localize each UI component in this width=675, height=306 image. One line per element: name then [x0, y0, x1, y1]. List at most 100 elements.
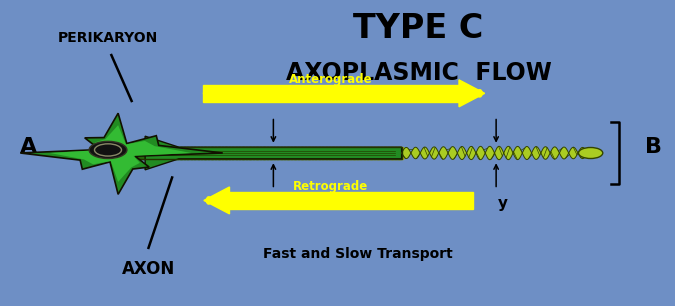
Bar — [125, 147, 130, 159]
Bar — [236, 147, 240, 159]
Bar — [260, 147, 265, 159]
Bar — [360, 147, 365, 159]
Bar — [180, 147, 185, 159]
Text: A: A — [20, 137, 37, 157]
Bar — [332, 147, 338, 159]
Polygon shape — [145, 136, 402, 170]
Bar — [218, 147, 223, 159]
Bar — [340, 147, 344, 159]
Bar — [156, 147, 161, 159]
Bar — [336, 147, 341, 159]
Bar — [170, 147, 175, 159]
Polygon shape — [402, 146, 587, 160]
Bar — [190, 147, 195, 159]
Text: x: x — [275, 196, 285, 211]
Bar — [356, 147, 362, 159]
Bar — [128, 147, 133, 159]
Bar — [298, 147, 302, 159]
FancyArrow shape — [204, 187, 230, 214]
Bar — [294, 147, 299, 159]
Bar — [184, 147, 188, 159]
Bar — [367, 147, 372, 159]
Bar — [377, 147, 382, 159]
Bar — [253, 147, 258, 159]
Bar — [201, 147, 206, 159]
Bar — [246, 147, 250, 159]
Bar — [149, 147, 154, 159]
Bar — [267, 147, 271, 159]
Circle shape — [578, 147, 603, 159]
Bar — [329, 147, 333, 159]
Text: B: B — [645, 137, 662, 157]
Bar — [392, 147, 396, 159]
Bar — [173, 147, 178, 159]
Bar — [374, 147, 379, 159]
Bar — [277, 147, 282, 159]
Bar — [250, 147, 254, 159]
Bar — [211, 147, 216, 159]
Bar — [194, 147, 199, 159]
Text: AXOPLASMIC  FLOW: AXOPLASMIC FLOW — [286, 62, 551, 85]
Bar — [256, 147, 261, 159]
Bar — [163, 147, 167, 159]
Bar — [346, 147, 351, 159]
Bar — [232, 147, 237, 159]
Bar — [284, 147, 289, 159]
Bar — [229, 147, 234, 159]
Text: TYPE C: TYPE C — [353, 12, 484, 45]
Circle shape — [89, 141, 127, 159]
Bar — [384, 147, 389, 159]
Bar — [139, 147, 144, 159]
Bar — [208, 147, 213, 159]
Bar — [381, 147, 385, 159]
Bar — [221, 147, 227, 159]
Bar — [215, 147, 219, 159]
Bar — [301, 147, 306, 159]
Bar — [198, 147, 202, 159]
Bar — [270, 147, 275, 159]
Bar — [281, 147, 286, 159]
Polygon shape — [20, 113, 223, 194]
Bar — [353, 147, 358, 159]
Bar — [395, 147, 400, 159]
Bar — [398, 147, 403, 159]
Bar — [242, 147, 247, 159]
Bar — [202, 85, 459, 102]
Bar — [312, 147, 317, 159]
Bar — [350, 147, 354, 159]
Text: AXON: AXON — [122, 260, 175, 278]
Bar — [322, 147, 327, 159]
Bar — [291, 147, 296, 159]
Bar — [146, 147, 151, 159]
Polygon shape — [50, 125, 192, 182]
Bar — [288, 147, 292, 159]
Bar — [273, 147, 278, 159]
Bar — [263, 147, 268, 159]
Bar — [343, 147, 348, 159]
Bar — [319, 147, 323, 159]
Bar — [230, 192, 472, 209]
Text: PERIKARYON: PERIKARYON — [57, 31, 158, 45]
Bar — [159, 147, 164, 159]
Bar — [125, 147, 402, 159]
Bar — [142, 147, 147, 159]
Bar — [315, 147, 320, 159]
Bar — [205, 147, 209, 159]
Text: Fast and Slow Transport: Fast and Slow Transport — [263, 247, 453, 261]
Bar — [135, 147, 140, 159]
FancyArrow shape — [459, 80, 485, 107]
Bar — [387, 147, 393, 159]
Bar — [304, 147, 310, 159]
Text: Anterograde: Anterograde — [289, 73, 373, 86]
Bar — [308, 147, 313, 159]
Bar — [239, 147, 244, 159]
Bar — [166, 147, 171, 159]
Bar — [132, 147, 136, 159]
Bar — [325, 147, 330, 159]
Bar — [225, 147, 230, 159]
Bar — [187, 147, 192, 159]
Text: Retrograde: Retrograde — [293, 180, 369, 193]
Text: y: y — [498, 196, 508, 211]
Bar — [371, 147, 375, 159]
Bar — [177, 147, 182, 159]
